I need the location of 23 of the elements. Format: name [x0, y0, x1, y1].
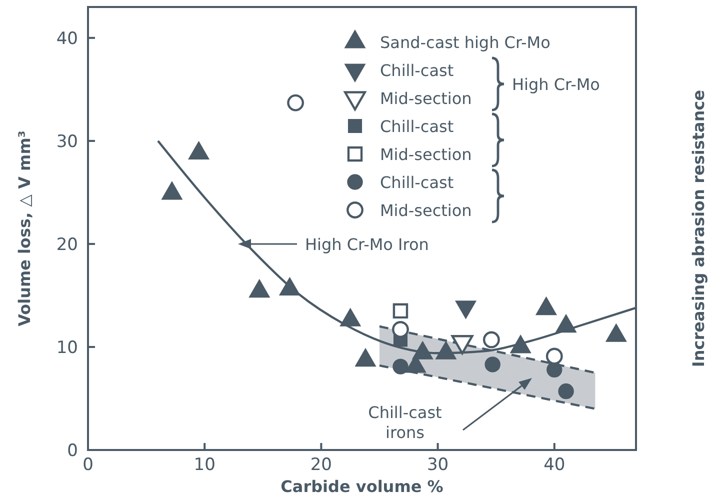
- legend-label: Mid-section: [380, 145, 472, 164]
- x-tick-label: 10: [194, 455, 216, 475]
- y-tick-label: 10: [56, 338, 78, 358]
- y-tick-label: 40: [56, 28, 78, 49]
- legend-label: Chill-cast: [380, 61, 454, 80]
- y-tick-label: 20: [56, 234, 78, 255]
- x-tick-label: 30: [426, 455, 449, 475]
- legend-label: Mid-section: [380, 89, 472, 108]
- y-axis-title: Volume loss, △ V mm³: [15, 130, 34, 326]
- legend-label: Chill-cast: [380, 117, 454, 136]
- legend-label: Sand-cast high Cr-Mo: [380, 33, 550, 52]
- annotation: High Cr-Mo: [512, 75, 600, 94]
- y-tick-label: 30: [56, 132, 78, 152]
- y2-axis-title: Increasing abrasion resistance: [689, 90, 708, 368]
- annotation: High Cr-Mo Iron: [305, 235, 429, 254]
- x-axis-title: Carbide volume %: [280, 477, 444, 496]
- x-tick-label: 20: [310, 455, 332, 475]
- x-tick-label: 40: [544, 455, 566, 475]
- annotation: Chill-cast irons: [368, 403, 442, 442]
- legend-label: Chill-cast: [380, 173, 454, 192]
- x-tick-label: 0: [82, 455, 94, 475]
- legend-label: Mid-section: [380, 201, 472, 220]
- y-tick-label: 0: [67, 441, 78, 461]
